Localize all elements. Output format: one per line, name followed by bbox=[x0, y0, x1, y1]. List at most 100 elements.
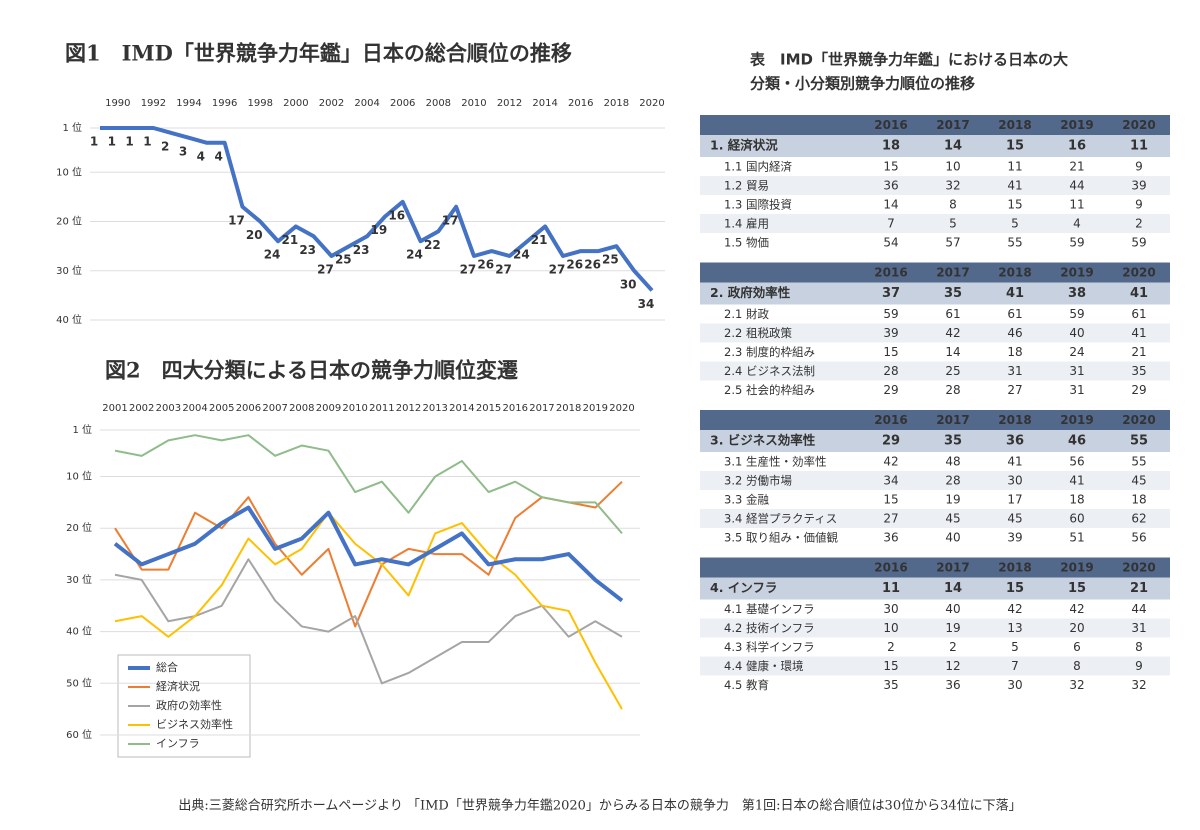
cell: 11 bbox=[1130, 139, 1148, 154]
cell: 39 bbox=[1007, 531, 1022, 545]
cell: 41 bbox=[1007, 455, 1022, 469]
y-tick-label: 30 位 bbox=[66, 573, 92, 586]
cell: 42 bbox=[883, 455, 898, 469]
row-label: 3.3 金融 bbox=[724, 493, 769, 507]
cell: 40 bbox=[945, 602, 960, 616]
data-label: 4 bbox=[214, 149, 222, 163]
table-row bbox=[700, 656, 1170, 676]
data-label: 1 bbox=[125, 135, 133, 149]
cell: 5 bbox=[1011, 217, 1019, 231]
cell: 18 bbox=[1131, 493, 1146, 507]
row-label: 4.1 基礎インフラ bbox=[724, 602, 815, 616]
legend-label: ビジネス効率性 bbox=[156, 717, 233, 731]
x-tick-label: 2005 bbox=[209, 403, 234, 414]
cell: 11 bbox=[882, 581, 900, 596]
line-series bbox=[114, 434, 623, 535]
data-label: 34 bbox=[638, 297, 655, 311]
table-row bbox=[700, 380, 1170, 400]
cell: 41 bbox=[1007, 179, 1022, 193]
column-header: 2019 bbox=[1060, 413, 1093, 427]
table-row bbox=[700, 637, 1170, 657]
cell: 8 bbox=[1135, 640, 1143, 654]
data-label: 21 bbox=[282, 233, 299, 247]
cell: 5 bbox=[949, 217, 957, 231]
table-row bbox=[700, 509, 1170, 528]
cell: 15 bbox=[883, 160, 898, 174]
y-tick-label: 10 位 bbox=[56, 165, 82, 178]
cell: 45 bbox=[945, 512, 960, 526]
column-header: 2016 bbox=[874, 118, 907, 132]
cell: 30 bbox=[883, 602, 898, 616]
cell: 40 bbox=[945, 531, 960, 545]
x-tick-label: 2018 bbox=[604, 98, 629, 109]
cell: 9 bbox=[1135, 160, 1143, 174]
cell: 35 bbox=[944, 286, 962, 301]
table-row bbox=[700, 342, 1170, 362]
row-label: 1.1 国内経済 bbox=[724, 160, 792, 174]
x-tick-label: 1992 bbox=[141, 98, 166, 109]
cell: 6 bbox=[1073, 640, 1081, 654]
cell: 46 bbox=[1007, 326, 1022, 340]
row-label: 1.2 貿易 bbox=[724, 179, 769, 193]
cell: 42 bbox=[1007, 602, 1022, 616]
y-tick-label: 40 位 bbox=[56, 313, 82, 326]
table-title: 分類・小分類別競争力順位の推移 bbox=[750, 75, 975, 93]
x-tick-label: 1996 bbox=[212, 98, 237, 109]
cell: 41 bbox=[1006, 286, 1024, 301]
cell: 15 bbox=[883, 345, 898, 359]
cell: 44 bbox=[1069, 179, 1084, 193]
column-header: 2018 bbox=[998, 118, 1031, 132]
cell: 18 bbox=[1007, 345, 1022, 359]
row-label: 3.5 取り組み・価値観 bbox=[724, 531, 838, 545]
data-label: 26 bbox=[566, 258, 583, 272]
row-label: 1. 経済状況 bbox=[710, 138, 778, 153]
table-row bbox=[700, 471, 1170, 490]
cell: 51 bbox=[1069, 531, 1084, 545]
column-header: 2020 bbox=[1122, 561, 1155, 575]
cell: 8 bbox=[949, 198, 957, 212]
x-tick-label: 2017 bbox=[529, 403, 554, 414]
x-tick-label: 2014 bbox=[449, 403, 474, 414]
cell: 48 bbox=[945, 455, 960, 469]
x-tick-label: 2001 bbox=[102, 403, 127, 414]
cell: 14 bbox=[944, 581, 962, 596]
cell: 31 bbox=[1069, 383, 1084, 397]
cell: 21 bbox=[1069, 160, 1084, 174]
cell: 27 bbox=[883, 512, 898, 526]
column-header: 2020 bbox=[1122, 118, 1155, 132]
line-series bbox=[114, 511, 623, 710]
cell: 59 bbox=[883, 307, 898, 321]
cell: 17 bbox=[1007, 493, 1022, 507]
cell: 35 bbox=[1131, 364, 1146, 378]
cell: 38 bbox=[1068, 286, 1086, 301]
cell: 18 bbox=[1069, 493, 1084, 507]
x-tick-label: 2010 bbox=[461, 98, 486, 109]
table-row bbox=[700, 452, 1170, 471]
cell: 31 bbox=[1131, 621, 1146, 635]
cell: 55 bbox=[1007, 236, 1022, 250]
cell: 36 bbox=[1006, 434, 1024, 449]
line-series bbox=[100, 126, 654, 292]
cell: 41 bbox=[1069, 474, 1084, 488]
table-row bbox=[700, 490, 1170, 509]
cell: 45 bbox=[1131, 474, 1146, 488]
cell: 40 bbox=[1069, 326, 1084, 340]
cell: 54 bbox=[883, 236, 898, 250]
x-tick-label: 2004 bbox=[182, 403, 207, 414]
cell: 14 bbox=[944, 139, 962, 154]
table-row bbox=[700, 528, 1170, 547]
line-series bbox=[114, 558, 623, 685]
x-tick-label: 2002 bbox=[129, 403, 154, 414]
column-header: 2017 bbox=[936, 413, 969, 427]
column-header: 2020 bbox=[1122, 413, 1155, 427]
y-tick-label: 20 位 bbox=[56, 215, 82, 228]
cell: 36 bbox=[883, 531, 898, 545]
cell: 15 bbox=[883, 659, 898, 673]
data-label: 23 bbox=[299, 243, 316, 257]
data-label: 25 bbox=[602, 253, 619, 267]
column-header: 2017 bbox=[936, 266, 969, 280]
table-row bbox=[700, 323, 1170, 343]
cell: 41 bbox=[1131, 326, 1146, 340]
table-title: 表 IMD「世界競争力年鑑」における日本の大 bbox=[750, 51, 1068, 69]
data-label: 21 bbox=[531, 233, 548, 247]
